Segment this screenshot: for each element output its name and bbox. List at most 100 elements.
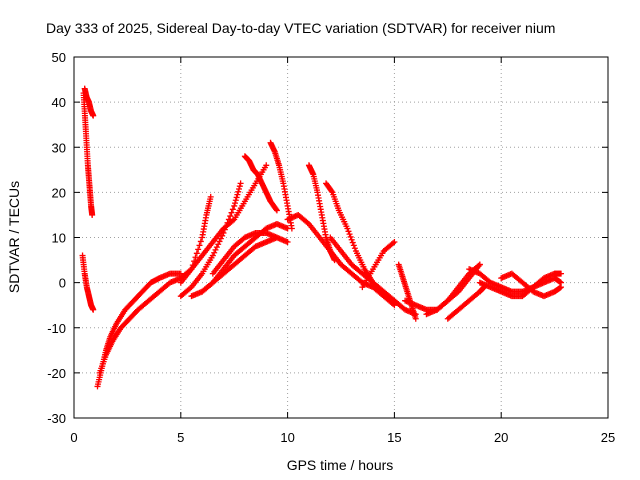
series-pass-day-d [327, 234, 419, 318]
series-pass-day-b [305, 162, 338, 264]
y-tick-label: 0 [59, 276, 66, 291]
data-point [233, 194, 240, 201]
y-tick-label: -30 [47, 411, 66, 426]
data-point [189, 262, 196, 269]
data-point [391, 239, 398, 246]
data-point [273, 207, 280, 214]
data-point [347, 233, 354, 240]
data-point [344, 225, 351, 232]
data-point [346, 231, 353, 238]
x-tick-label: 0 [70, 430, 77, 445]
y-tick-label: -20 [47, 366, 66, 381]
y-axis-ticks: -30 -20 -10 0 10 20 30 40 50 [47, 50, 608, 426]
data-point [229, 217, 236, 224]
data-point [234, 191, 241, 198]
data-point [331, 257, 338, 264]
data-point [220, 229, 227, 236]
y-tick-label: 50 [52, 50, 66, 65]
x-tick-label: 5 [177, 430, 184, 445]
series-pass-mid-c [199, 220, 291, 295]
series-pass-day-c [323, 180, 394, 304]
data-point [196, 242, 203, 249]
data-point [227, 213, 234, 220]
y-axis-label: SDTVAR / TECUs [6, 181, 22, 293]
data-point [219, 232, 226, 239]
data-point [232, 200, 239, 207]
data-point [345, 228, 352, 235]
series-pass-peak-a [241, 153, 280, 214]
series-pass-night-c [498, 270, 565, 300]
x-axis-label: GPS time / hours [287, 457, 394, 473]
data-point [236, 185, 243, 192]
series-pass-early-low [79, 252, 97, 313]
data-point [223, 223, 230, 230]
data-point [237, 180, 244, 187]
data-point [192, 254, 199, 261]
data-point [273, 206, 280, 213]
data-point [221, 226, 228, 233]
series-pass-late-a [359, 239, 398, 291]
data-point [558, 284, 565, 291]
grid-lines [74, 57, 608, 418]
y-tick-label: 20 [52, 185, 66, 200]
y-tick-label: -10 [47, 321, 66, 336]
data-point [229, 206, 236, 213]
series-pass-peak-b [267, 139, 295, 232]
series-pass-night-a [466, 266, 565, 295]
data-point [390, 240, 397, 247]
data-point [412, 315, 419, 322]
data-point [232, 197, 239, 204]
data-point [212, 246, 219, 253]
data-point [236, 183, 243, 190]
data-point [263, 162, 270, 169]
data-point [193, 250, 200, 257]
series-pass-mid-a [177, 193, 214, 286]
data-point [195, 246, 202, 253]
data-point [558, 270, 565, 277]
x-tick-label: 25 [601, 430, 615, 445]
y-tick-label: 30 [52, 140, 66, 155]
data-point [90, 306, 97, 313]
plot-frame [73, 56, 609, 419]
x-tick-label: 10 [280, 430, 294, 445]
data-point [351, 245, 358, 252]
x-tick-label: 15 [387, 430, 401, 445]
series-pass-rise-a [94, 270, 184, 390]
data-point [304, 219, 311, 226]
data-point [224, 219, 231, 226]
x-axis-ticks: 0 5 10 15 20 25 [70, 57, 615, 445]
x-tick-label: 20 [494, 430, 508, 445]
data-point [89, 211, 96, 218]
data-point [211, 249, 218, 256]
series-pass-early-high [80, 90, 96, 218]
data-point [188, 266, 195, 273]
y-tick-label: 10 [52, 231, 66, 246]
data-point [350, 242, 357, 249]
data-point [328, 188, 335, 195]
data-point [208, 280, 215, 287]
data-point [235, 188, 242, 195]
data-point [191, 258, 198, 265]
data-point [90, 112, 97, 119]
data-point [207, 193, 214, 200]
series-pass-late-d [423, 261, 483, 318]
data-point [348, 236, 355, 243]
data-point [228, 209, 235, 216]
data-point [216, 238, 223, 245]
data-point [217, 235, 224, 242]
data-point [213, 244, 220, 251]
data-series [79, 85, 565, 390]
data-point [476, 261, 483, 268]
series-pass-mid-d [209, 229, 291, 277]
series-pass-early-high-2 [81, 85, 97, 119]
data-point [225, 216, 232, 223]
data-point [187, 285, 194, 292]
data-point [197, 238, 204, 245]
data-point [288, 225, 295, 232]
y-tick-label: 40 [52, 95, 66, 110]
data-point [349, 239, 356, 246]
data-point [215, 241, 222, 248]
data-point [231, 202, 238, 209]
chart-title: Day 333 of 2025, Sidereal Day-to-day VTE… [46, 20, 555, 36]
